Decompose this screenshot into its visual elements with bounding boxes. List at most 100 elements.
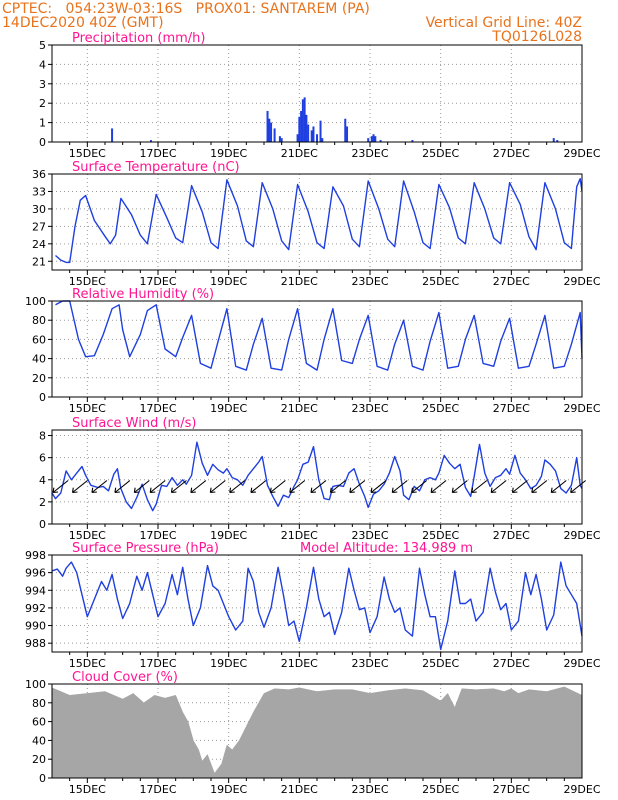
x-tick-label: 27DEC <box>493 402 530 415</box>
x-tick-label: 25DEC <box>422 783 459 796</box>
precip-bar <box>273 128 276 142</box>
y-tick-label: 40 <box>32 353 46 366</box>
x-tick-label: 21DEC <box>281 783 318 796</box>
y-tick-label: 1 <box>39 117 46 130</box>
precip-bar <box>374 136 377 142</box>
wind-arrow-head <box>133 487 140 494</box>
wind-arrow-head <box>269 487 276 494</box>
x-tick-label: 29DEC <box>563 402 600 415</box>
rh-series-line <box>55 300 583 371</box>
wind-arrow <box>229 480 246 493</box>
wind-arrow-head <box>114 487 120 494</box>
wind-arrow-head <box>471 487 477 494</box>
precip-bar <box>312 126 315 142</box>
precip-title: Precipitation (mm/h) <box>72 31 205 46</box>
precip-bar <box>370 136 373 142</box>
wind-arrow <box>471 480 488 493</box>
wind-arrow-head <box>209 487 216 494</box>
wind-arrow-head <box>391 487 398 494</box>
x-tick-label: 27DEC <box>493 783 530 796</box>
wind-arrow <box>133 480 150 493</box>
precip-bar <box>346 126 349 142</box>
wind-arrow-head <box>289 487 295 494</box>
wind-arrow <box>149 480 166 493</box>
wind-series-line <box>51 441 583 512</box>
pres-panel: 988 990 992 994 996 998 15DEC 17DEC 19DEC 21DEC 23… <box>25 541 601 670</box>
x-tick-label: 17DEC <box>139 783 176 796</box>
x-tick-label: 23DEC <box>351 402 388 415</box>
precip-frame <box>51 44 583 143</box>
wind-arrow-head <box>349 487 355 494</box>
x-tick-label: 27DEC <box>493 147 530 160</box>
precip-bar <box>307 124 310 142</box>
precip-bar <box>367 138 370 142</box>
wind-arrow <box>289 480 306 493</box>
wind-arrow <box>391 480 408 493</box>
wind-arrow <box>250 480 267 493</box>
header-run-time: 14DEC2020 40Z (GMT) <box>2 15 164 31</box>
wind-arrow-head <box>511 487 518 494</box>
y-tick-label: 20 <box>32 753 46 766</box>
wind-arrow-head <box>490 487 497 494</box>
x-tick-label: 23DEC <box>351 657 388 670</box>
precip-bar <box>266 110 269 142</box>
wind-arrow-head <box>91 487 97 494</box>
wind-arrow <box>209 480 226 493</box>
wind-arrow <box>451 480 468 493</box>
wind-title: Surface Wind (m/s) <box>72 416 196 431</box>
header-grid-line: Vertical Grid Line: 40Z <box>426 15 582 31</box>
precip-bar <box>111 128 114 142</box>
wind-arrow-head <box>229 487 235 494</box>
x-tick-label: 25DEC <box>422 147 459 160</box>
y-tick-label: 994 <box>25 584 46 597</box>
y-tick-label: 0 <box>39 391 46 404</box>
wind-arrow <box>310 480 327 493</box>
y-tick-label: 996 <box>25 567 46 580</box>
y-tick-label: 988 <box>25 637 46 650</box>
wind-arrow <box>490 480 507 493</box>
precip-bar <box>280 138 283 142</box>
rh-frame <box>51 300 583 398</box>
wind-arrow-head <box>190 487 196 494</box>
x-tick-label: 21DEC <box>281 275 318 288</box>
x-tick-label: 19DEC <box>210 657 247 670</box>
wind-arrow-head <box>52 487 59 494</box>
wind-arrow <box>430 480 447 493</box>
y-tick-label: 40 <box>32 734 46 747</box>
y-tick-label: 6 <box>39 452 46 465</box>
x-tick-label: 19DEC <box>210 147 247 160</box>
y-tick-label: 24 <box>32 238 46 251</box>
y-tick-label: 80 <box>32 697 46 710</box>
wind-arrow <box>531 480 548 493</box>
wind-panel: 0 2 4 6 8 15DEC 17DEC 19DEC 21DEC 23DEC 25DEC 27DEC… <box>39 416 601 542</box>
x-tick-label: 21DEC <box>281 402 318 415</box>
wind-arrow <box>330 480 346 493</box>
precip-bar <box>270 122 273 142</box>
wind-arrow <box>52 480 69 493</box>
x-tick-label: 15DEC <box>69 657 106 670</box>
wind-arrow <box>91 480 108 493</box>
wind-arrow-head <box>550 487 557 494</box>
header-location: CPTEC: 054:23W-03:16S PROX01: SANTAREM (… <box>2 1 370 17</box>
wind-frame <box>51 429 583 525</box>
wind-arrow-head <box>370 487 377 494</box>
y-tick-label: 992 <box>25 602 46 615</box>
wind-arrow <box>190 480 207 493</box>
wind-arrow-head <box>310 487 317 494</box>
y-tick-label: 27 <box>32 220 46 233</box>
x-tick-label: 27DEC <box>493 657 530 670</box>
x-tick-label: 17DEC <box>139 402 176 415</box>
y-tick-label: 0 <box>39 136 46 149</box>
x-tick-label: 15DEC <box>69 402 106 415</box>
x-tick-label: 29DEC <box>563 529 600 542</box>
wind-arrow <box>570 480 587 493</box>
x-tick-label: 29DEC <box>563 783 600 796</box>
y-tick-label: 60 <box>32 333 46 346</box>
x-tick-label: 15DEC <box>69 529 106 542</box>
precip-bar <box>372 134 375 142</box>
precip-bar <box>316 134 318 142</box>
y-tick-label: 80 <box>32 314 46 327</box>
wind-arrow <box>270 480 286 493</box>
wind-arrow-head <box>451 487 458 494</box>
temp-series-line <box>55 178 583 264</box>
